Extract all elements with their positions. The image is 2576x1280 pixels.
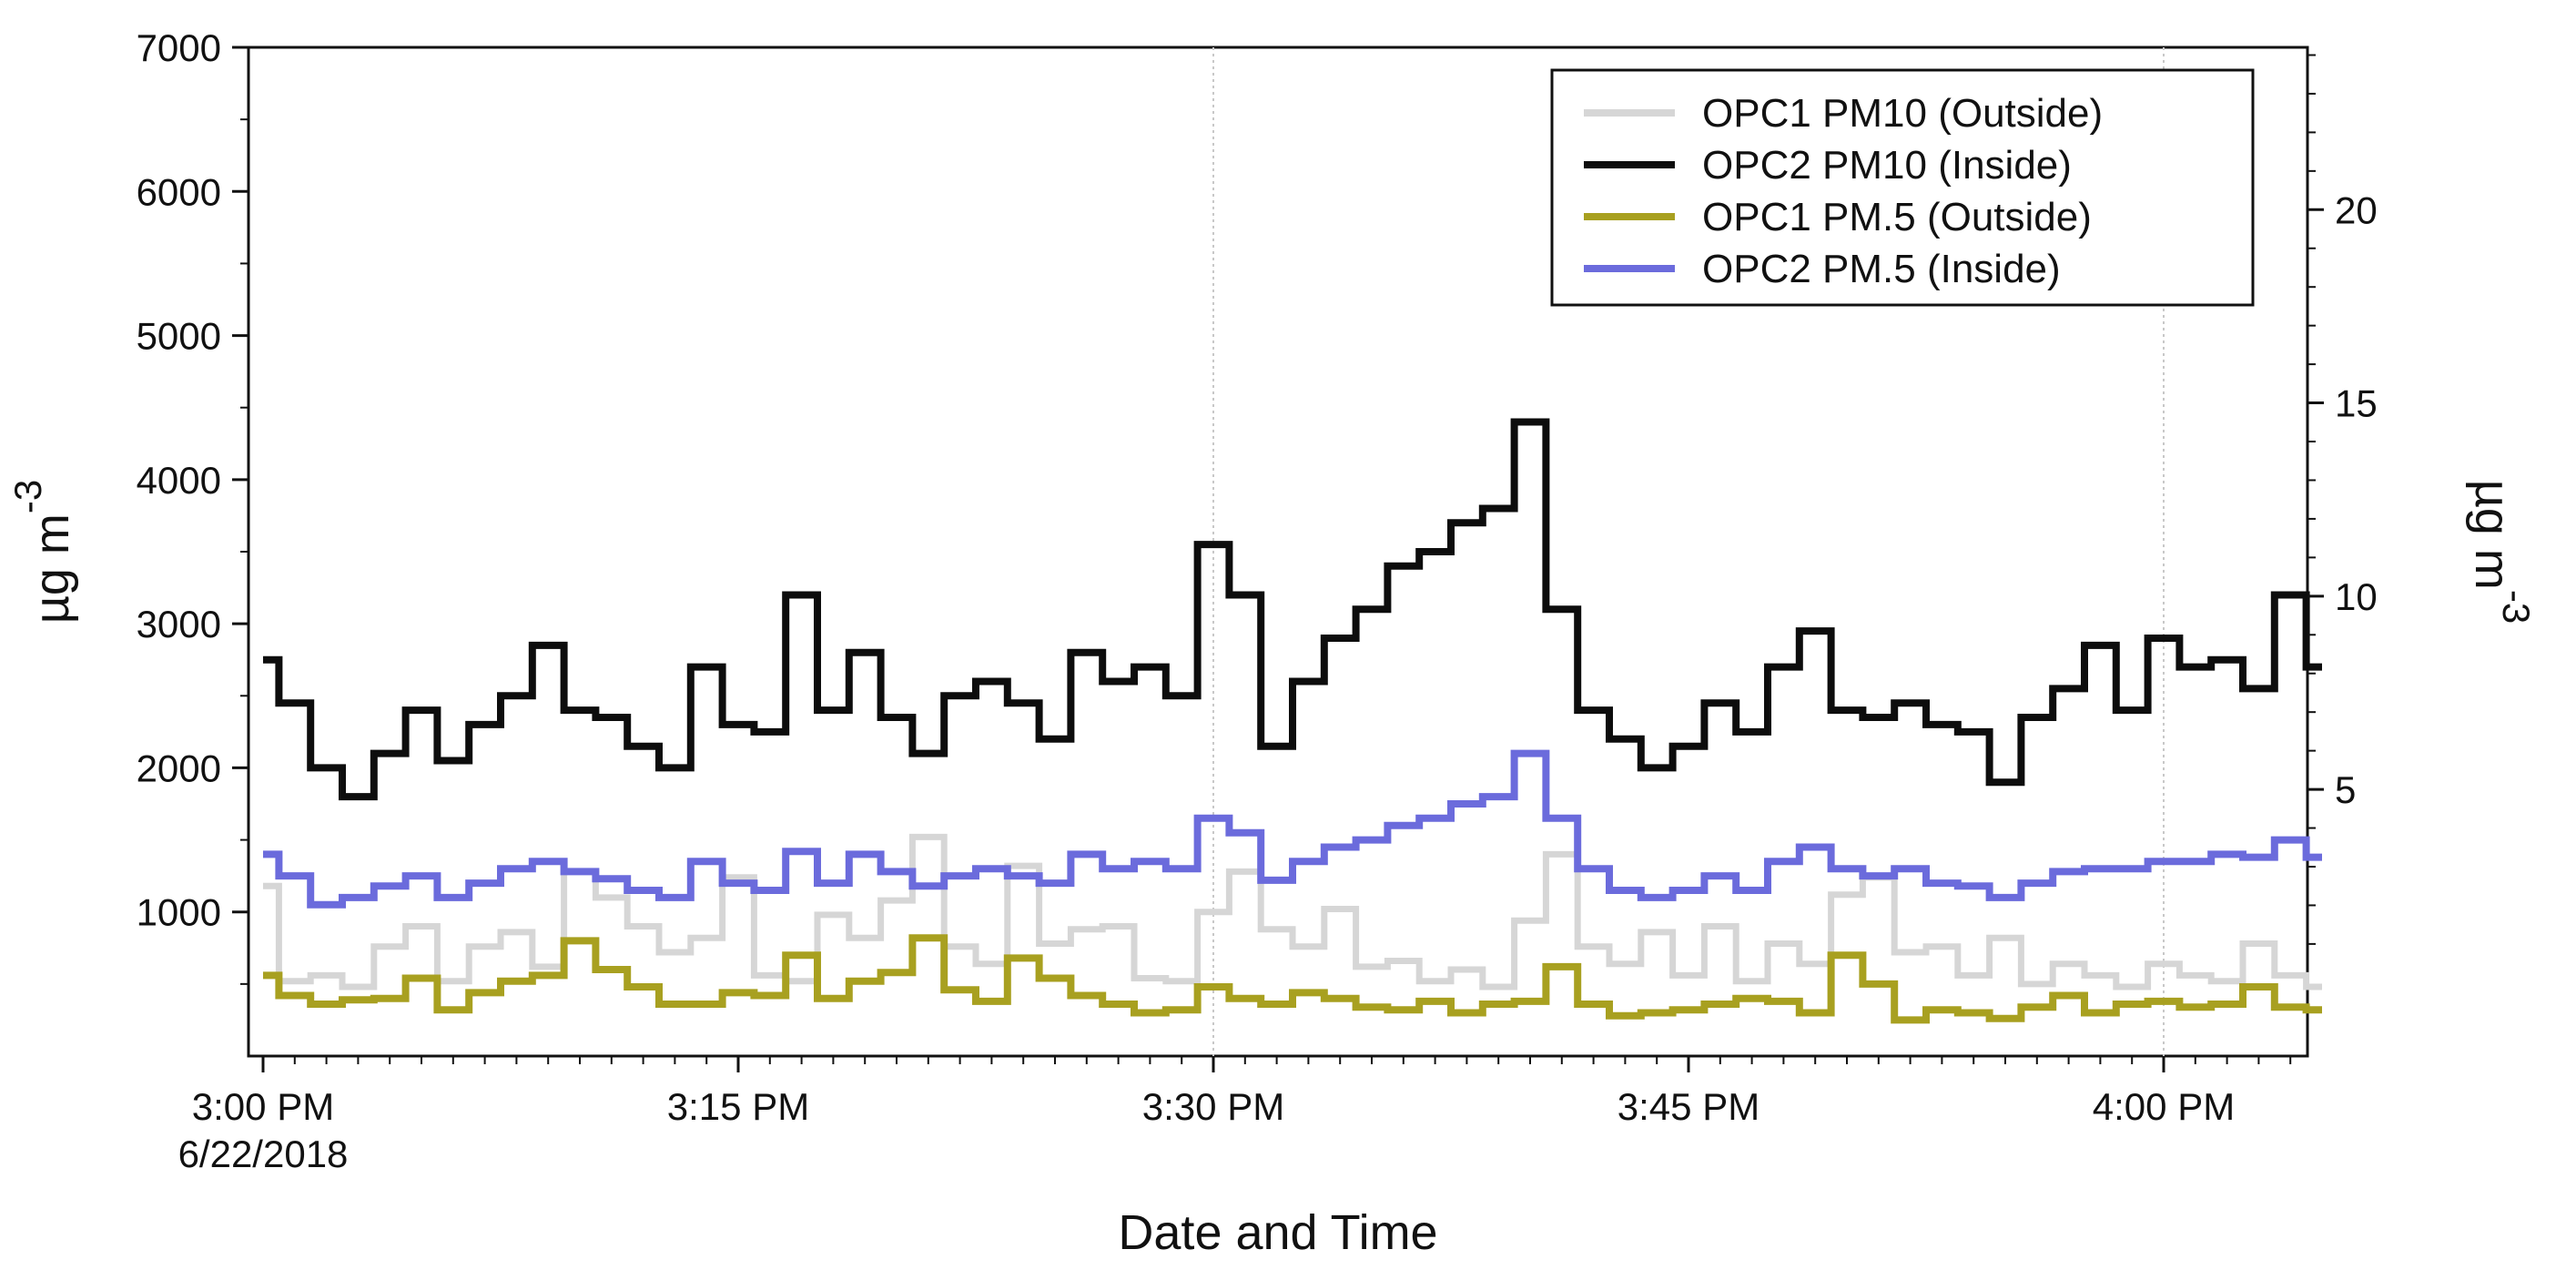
legend-label: OPC2 PM10 (Inside): [1702, 143, 2072, 188]
y-left-tick-label: 6000: [137, 170, 221, 213]
x-tick-label: 3:15 PM: [667, 1085, 809, 1128]
x-tick-label: 3:30 PM: [1142, 1085, 1284, 1128]
series-layer: [263, 418, 2322, 1024]
svg-text:µg m-3: µg m-3: [6, 480, 79, 625]
legend-label: OPC1 PM.5 (Outside): [1702, 195, 2092, 239]
x-axis: 3:00 PM 6/22/2018 3:15 PM 3:30 PM 3:45 PM 4:0…: [178, 1056, 2292, 1175]
series-line-4: [263, 749, 2322, 909]
y-right-tick-label: 20: [2335, 188, 2378, 231]
y-axis-left-title-exponent: -3: [6, 480, 49, 513]
y-axis-right-title: µg m-3: [2465, 480, 2538, 625]
y-left-tick-label: 7000: [137, 26, 221, 69]
y-right-tick-label: 5: [2335, 768, 2356, 811]
legend: OPC1 PM10 (Outside) OPC2 PM10 (Inside) OPC…: [1550, 68, 2255, 307]
y-left-tick-label: 1000: [137, 891, 221, 934]
x-axis-title: Date and Time: [1118, 1205, 1437, 1260]
x-tick-sublabel: 6/22/2018: [178, 1133, 349, 1175]
y-left-tick-label: 5000: [137, 315, 221, 358]
legend-label: OPC2 PM.5 (Inside): [1702, 247, 2061, 291]
y-axis-left-title-text: µg m: [25, 513, 79, 624]
y-right-tick-label: 10: [2335, 575, 2378, 618]
y-axis-left: 1000 2000 3000 4000 5000 6000 7000: [137, 26, 248, 985]
y-left-tick-label: 3000: [137, 603, 221, 645]
y-axis-right-title-exponent: -3: [2495, 590, 2538, 624]
series-line-2: [263, 418, 2322, 801]
y-right-tick-label: 15: [2335, 382, 2378, 425]
y-axis-right: 5 10 15 20: [2307, 54, 2378, 945]
legend-label: OPC1 PM10 (Outside): [1702, 91, 2103, 136]
series-line-3: [263, 934, 2322, 1024]
y-left-tick-label: 2000: [137, 747, 221, 789]
x-tick-label: 3:00 PM: [192, 1085, 334, 1128]
svg-text:µg m-3: µg m-3: [2465, 480, 2538, 625]
y-axis-left-title: µg m-3: [6, 480, 79, 625]
x-tick-label: 3:45 PM: [1618, 1085, 1760, 1128]
y-left-tick-label: 4000: [137, 459, 221, 502]
x-tick-label: 4:00 PM: [2093, 1085, 2235, 1128]
y-axis-right-title-text: µg m: [2465, 480, 2520, 590]
series-line-1: [263, 833, 2322, 990]
